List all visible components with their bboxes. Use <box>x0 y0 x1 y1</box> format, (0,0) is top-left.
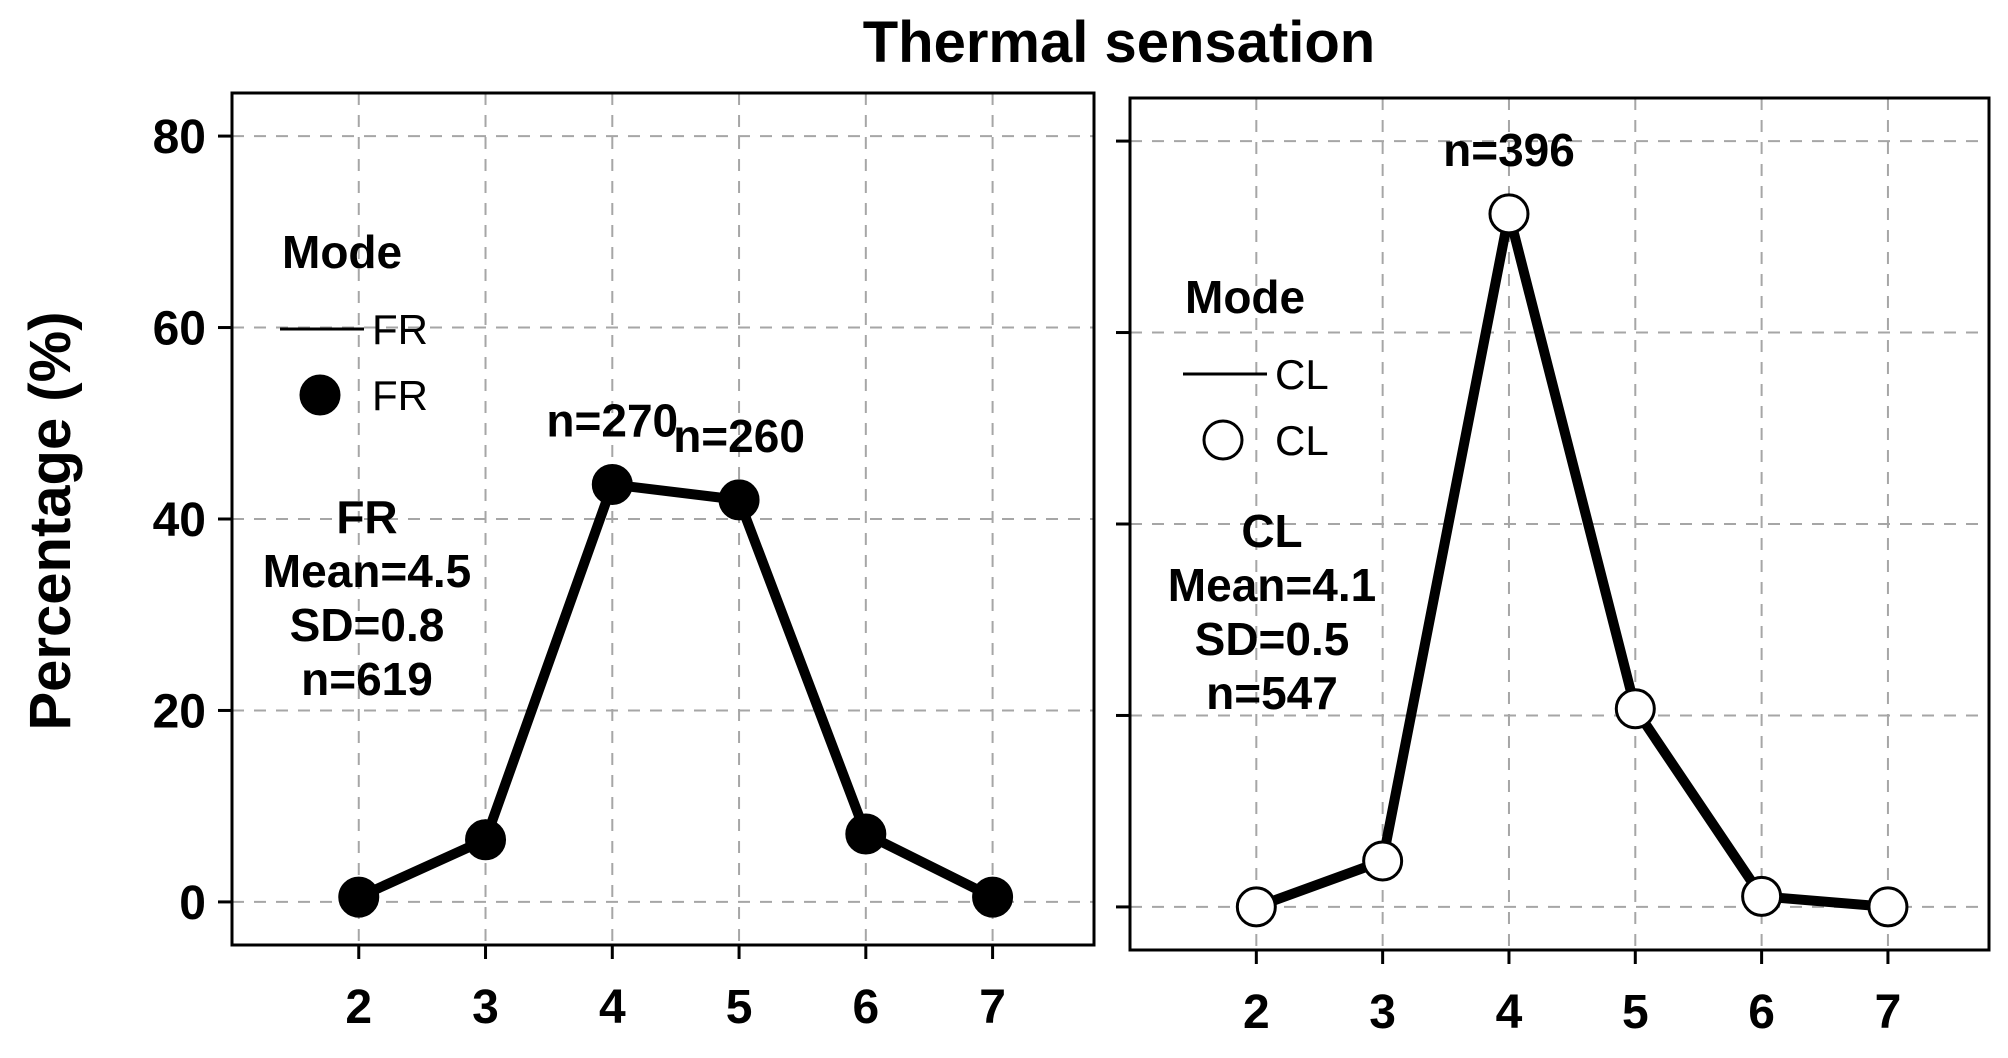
stats-n: n=619 <box>301 653 433 705</box>
x-tick-label: 7 <box>979 981 1006 1034</box>
y-tick-label: 40 <box>153 494 206 547</box>
stats-n: n=547 <box>1206 667 1338 719</box>
data-point <box>1741 875 1783 917</box>
y-tick-label: 0 <box>179 877 206 930</box>
legend-line-label: CL <box>1275 351 1329 398</box>
stats-label: FR <box>336 491 397 543</box>
y-tick-label: 80 <box>153 111 206 164</box>
x-tick-label: 2 <box>1243 986 1270 1039</box>
stats-mean: Mean=4.5 <box>263 545 471 597</box>
legend-marker-label: CL <box>1275 417 1329 464</box>
x-tick-label: 3 <box>472 981 499 1034</box>
data-point <box>1235 886 1277 928</box>
x-tick-label: 5 <box>1622 986 1649 1039</box>
legend-title: Mode <box>282 226 402 278</box>
data-point <box>972 876 1014 918</box>
x-tick-label: 6 <box>1748 986 1775 1039</box>
data-point <box>1614 688 1656 730</box>
y-axis-label: Percentage (%) <box>18 311 83 730</box>
data-point <box>845 813 887 855</box>
x-tick-label: 6 <box>852 981 879 1034</box>
y-tick-label: 60 <box>153 303 206 356</box>
x-tick-label: 4 <box>599 981 626 1034</box>
legend-marker-label: FR <box>372 372 428 419</box>
stats-label: CL <box>1241 505 1302 557</box>
count-annotation: n=270 <box>546 395 678 447</box>
y-tick-label: 20 <box>153 685 206 738</box>
legend-line-label: FR <box>372 306 428 353</box>
x-tick-label: 3 <box>1369 986 1396 1039</box>
chart-title: Thermal sensation <box>863 10 1375 75</box>
series-line <box>1251 208 1893 912</box>
legend-marker-icon <box>299 374 341 416</box>
x-tick-label: 4 <box>1496 986 1523 1039</box>
x-tick-label: 7 <box>1875 986 1902 1039</box>
stats-mean: Mean=4.1 <box>1168 559 1376 611</box>
series-line <box>353 479 998 903</box>
legend-title: Mode <box>1185 271 1305 323</box>
data-point <box>338 876 380 918</box>
x-tick-label: 2 <box>345 981 372 1034</box>
stats-sd: SD=0.8 <box>290 599 445 651</box>
data-point <box>718 479 760 521</box>
count-annotation: n=260 <box>673 410 805 462</box>
data-point <box>1488 193 1530 235</box>
stats-sd: SD=0.5 <box>1195 613 1350 665</box>
x-tick-label: 5 <box>726 981 753 1034</box>
legend-marker-icon <box>1202 419 1244 461</box>
count-annotation: n=396 <box>1443 124 1575 176</box>
data-point <box>1362 840 1404 882</box>
data-point <box>1867 886 1909 928</box>
data-point <box>465 819 507 861</box>
data-point <box>591 464 633 506</box>
